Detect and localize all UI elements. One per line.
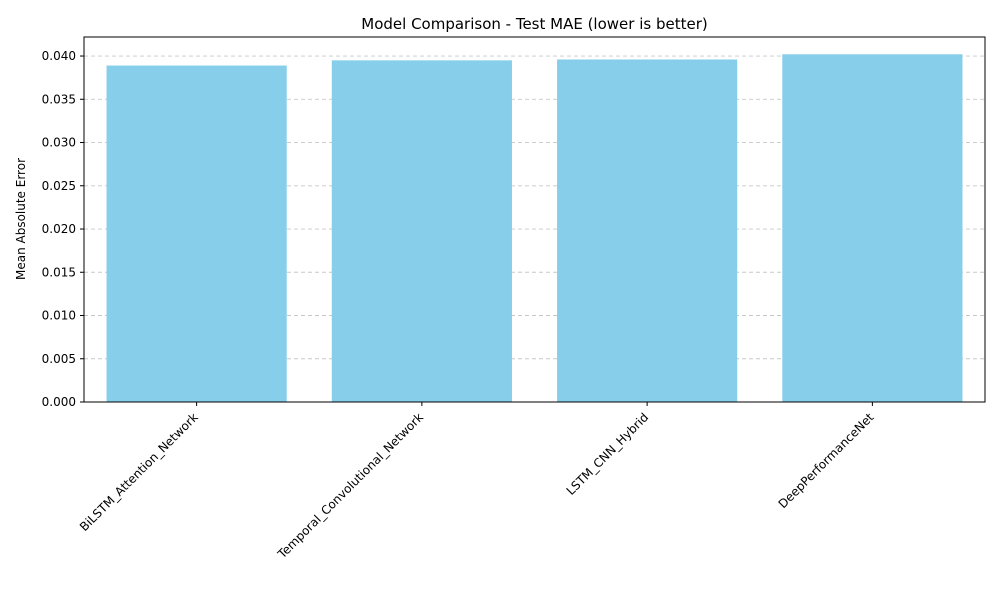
x-tick-label: LSTM_CNN_Hybrid (564, 410, 652, 498)
x-tick-label: BiLSTM_Attention_Network (77, 410, 201, 534)
bar-lstm-cnn-hybrid (557, 59, 738, 402)
bar-deepperformancenet (782, 54, 963, 402)
y-tick-label: 0.025 (42, 179, 76, 193)
y-tick-label: 0.005 (42, 352, 76, 366)
bar-bilstm-attention-network (106, 65, 287, 402)
y-tick-label: 0.040 (42, 49, 76, 63)
y-axis-label: Mean Absolute Error (14, 158, 28, 280)
x-tick-label: Temporal_Convolutional_Network (274, 410, 426, 562)
y-tick-label: 0.030 (42, 136, 76, 150)
x-ticks-layer: BiLSTM_Attention_Network Temporal_Convolu… (77, 402, 877, 562)
axes-frame (83, 36, 986, 403)
chart-title: Model Comparison - Test MAE (lower is be… (361, 15, 707, 33)
y-tick-label: 0.000 (42, 395, 76, 409)
y-tick-label: 0.010 (42, 309, 76, 323)
bars-layer (106, 54, 963, 402)
y-tick-label: 0.035 (42, 92, 76, 106)
y-tick-label: 0.015 (42, 265, 76, 279)
bar-temporal-convolutional-network (331, 60, 512, 402)
x-tick-label: DeepPerformanceNet (776, 410, 877, 511)
y-ticks-layer: 0.000 0.005 0.010 0.015 0.020 0.025 0.030 0.035… (42, 49, 84, 409)
y-tick-label: 0.020 (42, 222, 76, 236)
